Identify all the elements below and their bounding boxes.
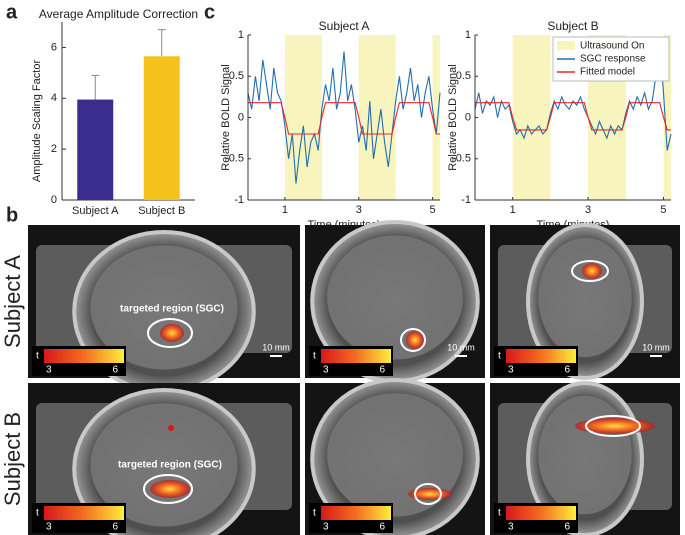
activation: [168, 425, 174, 431]
y-tick-label: 0.5: [229, 70, 244, 82]
y-tick-label: 0: [238, 111, 244, 123]
series-line: [247, 51, 441, 184]
row-label: Subject B: [0, 412, 25, 506]
colorbar-tick: 3: [323, 522, 329, 533]
y-axis-label: Amplitude Scaling Factor: [31, 60, 43, 183]
scale-bar-label: 10 mm: [447, 342, 475, 352]
y-tick-label: 1: [238, 29, 244, 41]
colorbar: [321, 506, 391, 520]
panel-label: a: [6, 1, 18, 23]
y-tick-label: 6: [51, 41, 57, 53]
colorbar-label: t: [36, 508, 39, 519]
legend-swatch: [557, 41, 575, 50]
colorbar-tick: 6: [112, 365, 118, 376]
colorbar-label: t: [36, 351, 39, 362]
y-tick-label: -0.5: [225, 153, 244, 165]
scale-bar-label: 10 mm: [262, 342, 290, 352]
x-tick-label: 1: [510, 204, 516, 216]
y-tick-label: -1: [234, 194, 244, 206]
colorbar-tick: 3: [323, 365, 329, 376]
y-tick-label: 0.5: [456, 70, 471, 82]
activation: [406, 331, 424, 349]
series-line: [474, 39, 672, 151]
colorbar: [321, 349, 391, 363]
brain: [90, 403, 238, 527]
x-tick-label: 5: [430, 204, 436, 216]
activation: [150, 480, 190, 498]
roi-circle: [400, 328, 426, 352]
colorbar-label: t: [498, 508, 501, 519]
roi-circle: [147, 318, 193, 348]
roi-circle: [414, 483, 442, 505]
brain: [538, 395, 632, 515]
y-tick-label: -0.5: [452, 153, 471, 165]
activation: [160, 324, 184, 342]
colorbar: [506, 506, 576, 520]
shaded-interval: [284, 35, 322, 200]
row-label: Subject A: [0, 255, 25, 348]
colorbar-label: t: [498, 351, 501, 362]
roi-circle: [571, 260, 609, 282]
y-axis-label: Relative BOLD Signal: [220, 64, 232, 170]
panel-label: c: [204, 1, 215, 23]
series-line: [475, 102, 671, 131]
colorbar-label: t: [313, 351, 316, 362]
panel-label: b: [6, 204, 18, 226]
colorbar-label: t: [313, 508, 316, 519]
colorbar-tick: 6: [564, 365, 570, 376]
brain: [327, 235, 463, 360]
legend-label: SGC response: [580, 54, 646, 65]
chart-title: Subject B: [547, 19, 598, 33]
bar: [77, 99, 114, 200]
colorbar-tick: 3: [46, 522, 52, 533]
roi-circle: [143, 474, 193, 504]
y-tick-label: 0: [465, 111, 471, 123]
colorbar-tick: 3: [46, 365, 52, 376]
colorbar-tick: 3: [508, 522, 514, 533]
legend-label: Ultrasound On: [580, 41, 644, 52]
colorbar-tick: 3: [508, 365, 514, 376]
scale-bar-label: 10 mm: [642, 342, 670, 352]
y-tick-label: 4: [51, 92, 57, 104]
shaded-interval: [432, 35, 440, 200]
y-tick-label: -1: [461, 194, 471, 206]
activation: [575, 418, 655, 434]
y-axis-label: Relative BOLD Signal: [447, 64, 459, 170]
chart-title: Subject A: [319, 19, 370, 33]
x-tick-label: 1: [282, 204, 288, 216]
x-tick-label: 3: [356, 204, 362, 216]
y-tick-label: 2: [51, 143, 57, 155]
x-tick-label: Subject B: [138, 205, 185, 217]
shaded-interval: [358, 35, 396, 200]
colorbar-tick: 6: [379, 522, 385, 533]
x-tick-label: Subject A: [72, 205, 119, 217]
colorbar-tick: 6: [379, 365, 385, 376]
colorbar: [506, 349, 576, 363]
brain: [538, 237, 632, 358]
legend-label: Fitted model: [580, 67, 635, 78]
brain: [327, 393, 463, 517]
bar: [143, 56, 180, 201]
colorbar-tick: 6: [112, 522, 118, 533]
annotation: targeted region (SGC): [120, 304, 224, 315]
colorbar: [44, 349, 124, 363]
brain: [90, 245, 238, 370]
y-tick-label: 1: [465, 29, 471, 41]
x-tick-label: 5: [660, 204, 666, 216]
annotation: targeted region (SGC): [118, 460, 222, 471]
y-tick-label: 0: [51, 194, 57, 206]
shaded-interval: [512, 35, 551, 200]
shaded-interval: [663, 35, 671, 200]
activation: [582, 263, 602, 279]
roi-circle: [585, 415, 641, 437]
x-tick-label: 3: [585, 204, 591, 216]
colorbar-tick: 6: [564, 522, 570, 533]
series-line: [248, 102, 440, 135]
colorbar: [44, 506, 124, 520]
chart-title: Average Amplitude Correction: [39, 7, 198, 21]
